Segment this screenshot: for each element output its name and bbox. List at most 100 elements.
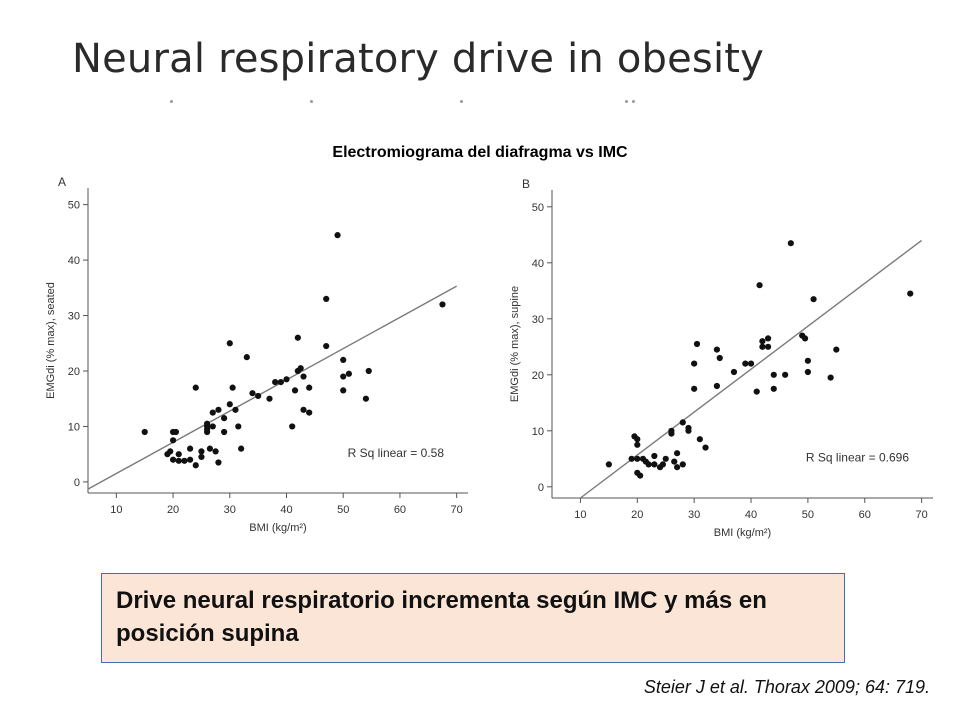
y-tick-label: 20 <box>68 366 80 378</box>
data-point <box>628 455 635 462</box>
data-point <box>696 436 703 443</box>
data-point <box>300 406 307 413</box>
data-point <box>679 461 686 468</box>
data-point <box>300 373 307 380</box>
data-point <box>266 395 273 402</box>
data-point <box>651 461 658 468</box>
data-point <box>221 415 228 422</box>
data-point <box>605 461 612 468</box>
x-tick-label: 60 <box>859 509 871 521</box>
data-point <box>167 448 174 455</box>
data-point <box>323 342 330 350</box>
data-point <box>801 335 809 342</box>
data-point <box>289 423 296 430</box>
data-point <box>634 436 641 443</box>
data-point <box>787 240 794 247</box>
data-point <box>668 427 675 434</box>
data-point <box>306 384 313 391</box>
x-tick-label: 20 <box>167 504 179 516</box>
data-point <box>651 452 658 460</box>
data-point <box>169 437 177 444</box>
slide-title: Neural respiratory drive in obesity <box>72 36 765 82</box>
x-tick-label: 40 <box>280 504 292 516</box>
data-point <box>172 428 180 436</box>
data-point <box>764 335 772 342</box>
data-point <box>226 340 233 347</box>
x-axis-title: BMI (kg/m²) <box>714 527 771 539</box>
data-point <box>235 423 242 430</box>
data-point <box>192 384 199 391</box>
data-point <box>804 368 811 376</box>
data-point <box>764 343 772 350</box>
y-tick-label: 10 <box>532 426 544 438</box>
scatter-plot-b: 0 10 20 30 40 50 10 20 30 40 50 60 70 B BMI (kg/m²) EMG… <box>509 177 933 539</box>
data-point <box>340 356 347 364</box>
data-point <box>439 301 446 308</box>
chart-subtitle: Electromiograma del diafragma vs IMC <box>332 144 628 161</box>
data-point <box>294 334 301 341</box>
data-point <box>827 374 834 381</box>
data-point <box>198 448 205 455</box>
data-point <box>334 232 341 239</box>
data-point <box>181 457 188 464</box>
x-tick-label: 70 <box>451 504 463 516</box>
data-point <box>209 409 216 416</box>
data-point <box>221 428 228 436</box>
data-point <box>679 419 686 426</box>
data-point <box>255 392 262 400</box>
data-point <box>204 420 211 427</box>
data-point <box>238 445 245 452</box>
y-tick-label: 10 <box>68 421 80 433</box>
title-underline-dots <box>170 100 640 104</box>
panel-label: A <box>58 175 66 189</box>
y-tick-label: 0 <box>74 477 80 489</box>
data-point <box>323 295 330 303</box>
data-point <box>283 376 290 383</box>
data-point <box>175 451 182 458</box>
x-tick-label: 70 <box>916 509 928 521</box>
x-tick-label: 10 <box>574 509 586 521</box>
data-point <box>212 448 219 455</box>
data-point <box>634 455 641 462</box>
data-point <box>713 382 721 390</box>
data-point <box>243 354 250 361</box>
scatter-plot-a: 0 10 20 30 40 50 10 20 30 40 50 60 70 A BMI (kg/m²) EMG… <box>45 175 468 534</box>
data-point <box>759 343 766 350</box>
data-point <box>215 406 222 413</box>
y-tick-label: 40 <box>68 255 80 267</box>
data-point <box>716 354 723 362</box>
data-point <box>756 282 763 289</box>
y-tick-label: 50 <box>532 202 544 214</box>
data-point <box>804 357 811 364</box>
data-point <box>186 445 194 452</box>
data-point <box>306 409 313 416</box>
x-tick-label: 10 <box>110 504 122 516</box>
data-point <box>297 365 304 372</box>
data-point <box>691 385 698 392</box>
y-axis-title: EMGdi (% max), seated <box>45 282 57 399</box>
data-point <box>659 461 666 468</box>
x-tick-label: 30 <box>224 504 236 516</box>
data-point <box>340 373 347 380</box>
data-point <box>833 346 840 353</box>
data-point <box>691 360 698 367</box>
x-tick-label: 30 <box>688 509 700 521</box>
data-point <box>907 290 914 297</box>
data-point <box>229 384 236 391</box>
data-point <box>753 388 760 395</box>
data-point <box>249 390 256 397</box>
data-point <box>693 340 701 348</box>
y-tick-label: 0 <box>538 482 544 494</box>
data-point <box>645 461 652 468</box>
panel-label: B <box>522 177 530 191</box>
data-point <box>671 458 678 465</box>
data-point <box>272 378 279 386</box>
data-point <box>810 296 817 303</box>
data-point <box>637 472 644 479</box>
data-point <box>674 464 681 471</box>
scatter-panel-b: 0 10 20 30 40 50 10 20 30 40 50 60 70 B BMI (kg/m²) EMG… <box>488 168 950 548</box>
data-point <box>291 387 299 394</box>
data-point <box>365 367 372 375</box>
x-tick-label: 50 <box>337 504 349 516</box>
data-point <box>141 428 148 436</box>
